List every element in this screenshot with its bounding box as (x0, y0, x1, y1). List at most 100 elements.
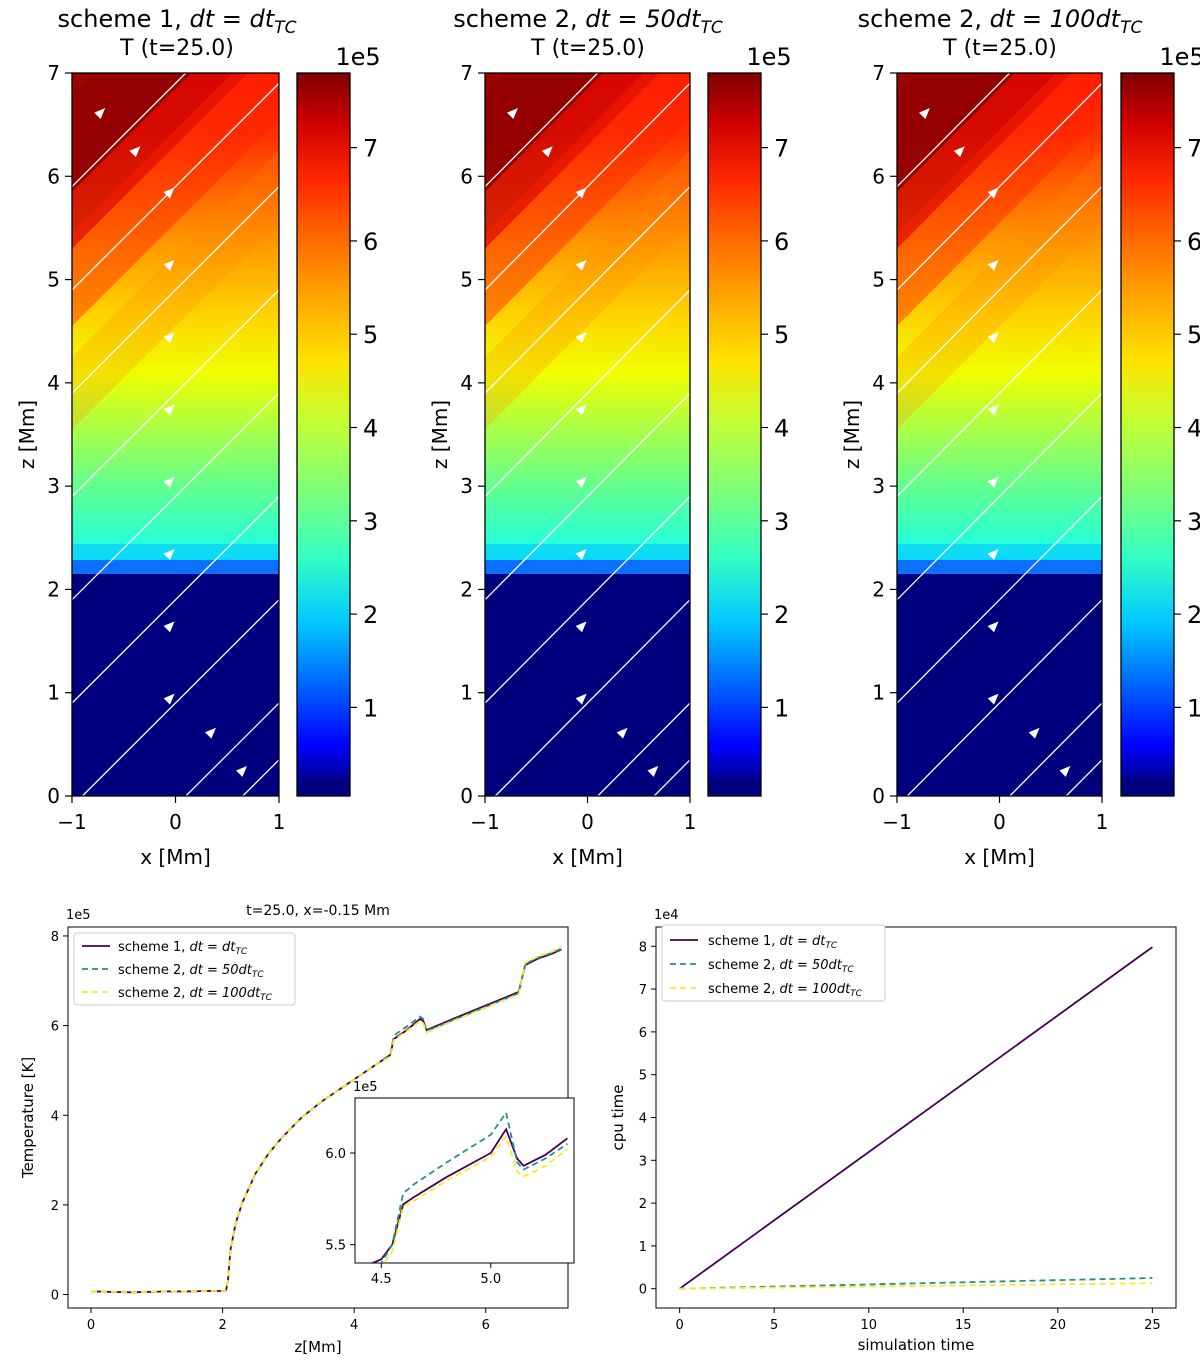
y-tick-label: 3 (872, 474, 885, 498)
field-line (494, 598, 690, 796)
legend-label: scheme 1, dt = dtTC (118, 940, 248, 957)
field-line (72, 392, 279, 601)
hot-band (485, 73, 690, 327)
field-arrow (163, 332, 175, 344)
y-tick-label: 2 (460, 577, 473, 601)
colorbar (707, 72, 762, 797)
colorbar-offset: 1e5 (746, 43, 791, 71)
colorbar-tick-label: 7 (1187, 135, 1200, 163)
temperature-field (72, 73, 279, 796)
y-tick-label: 0 (47, 784, 60, 808)
colorbar-tick-label: 6 (774, 228, 789, 256)
y-tick-label: 0 (51, 1289, 59, 1304)
inset-x-tick-label: 5.0 (480, 1272, 501, 1287)
colorbar-tick-label: 5 (1187, 321, 1200, 349)
y-tick-label: 2 (639, 1197, 647, 1212)
x-tick-label: 25 (1144, 1318, 1161, 1333)
inset-y-tick-label: 6.0 (325, 1147, 346, 1162)
field-arrow (575, 332, 587, 344)
x-axis-label: x [Mm] (964, 845, 1035, 869)
temperature-field (897, 73, 1102, 796)
legend-box (73, 932, 296, 1006)
field-line (485, 495, 690, 704)
x-tick-label: 20 (1050, 1318, 1067, 1333)
field-line (897, 185, 1102, 395)
field-line (897, 82, 1102, 291)
field-arrow (575, 549, 587, 560)
field-line (485, 82, 690, 291)
colorbar-tick-label: 4 (363, 415, 378, 443)
y-tick-label: 7 (639, 983, 647, 998)
field-line (485, 73, 599, 188)
legend-label: scheme 2, dt = 100dtTC (708, 982, 863, 999)
x-tick-label: 0 (581, 810, 594, 834)
x-tick-label: 10 (860, 1318, 877, 1333)
y-tick-label: 2 (51, 1199, 59, 1214)
field-arrow (94, 108, 106, 119)
y-tick-label: 4 (872, 371, 885, 395)
field-arrow (987, 332, 999, 344)
colorbar-tick-label: 7 (363, 135, 378, 163)
field-line (72, 495, 279, 704)
y-tick-label: 8 (639, 940, 647, 955)
colorbar-tick-label: 1 (774, 694, 789, 722)
series-line-3 (679, 1282, 1153, 1290)
field-arrow (987, 476, 999, 488)
y-tick-label: 1 (47, 681, 60, 705)
x-tick-label: 2 (218, 1318, 226, 1333)
y-axis-label: z [Mm] (15, 400, 39, 469)
y-tick-label: 0 (872, 784, 885, 808)
legend: scheme 1, dt = dtTC scheme 2, dt = 50dtTC… (661, 924, 886, 1002)
field-arrow (541, 146, 553, 158)
field-arrow (987, 549, 999, 560)
y-tick-label: 4 (639, 1112, 647, 1127)
y-tick-label: 3 (47, 474, 60, 498)
field-arrow (918, 107, 930, 119)
y-tick-label: 4 (47, 371, 60, 395)
y-tick-label: 4 (460, 371, 473, 395)
y-tick-label: 6 (460, 164, 473, 188)
x-tick-label: 15 (955, 1318, 972, 1333)
field-line (485, 185, 690, 395)
inset-series-line-3 (382, 1134, 568, 1263)
y-tick-label: 6 (639, 1026, 647, 1041)
temperature-profile-chart: t=25.0, x=-0.15 Mm 1e5 0 2 4 6 8 0 2 4 6 z[Mm] Tempe… (19, 903, 575, 1356)
field-arrow (163, 187, 175, 199)
hot-band (72, 73, 279, 327)
y-tick-label: 5 (872, 268, 885, 292)
y-axis-label: cpu time (609, 1085, 627, 1151)
inset-y-tick-label: 5.5 (325, 1239, 346, 1254)
legend: scheme 1, dt = dtTC scheme 2, dt = 50dtTC… (73, 932, 296, 1006)
x-tick-label: 0 (675, 1318, 683, 1333)
y-tick-label: 1 (639, 1240, 647, 1255)
cpu-time-chart: 1e4 0 1 2 3 4 5 6 7 8 0 5 10 15 20 25 simulation time cpu… (609, 908, 1177, 1354)
colorbar-offset: 1e5 (1159, 43, 1200, 71)
field-line (1008, 702, 1102, 796)
x-tick-label: 5 (770, 1318, 778, 1333)
x-tick-label: −1 (470, 810, 499, 834)
cold-region (897, 572, 1102, 796)
colorbar-tick-label: 2 (774, 601, 789, 629)
colorbar-tick-label: 3 (1187, 508, 1200, 536)
transition-layer-core (72, 559, 279, 574)
x-axis-label: simulation time (858, 1336, 975, 1354)
field-arrow (163, 259, 175, 271)
panel-subtitle: T (t=25.0) (942, 36, 1057, 61)
field-arrow (987, 621, 999, 633)
y-tick-label: 7 (47, 61, 60, 85)
panel-title: scheme 2, dt = 100dtTC (858, 5, 1143, 38)
field-arrow (987, 259, 999, 271)
x-tick-label: 1 (684, 810, 697, 834)
colorbar-tick-label: 2 (363, 601, 378, 629)
colorbar-tick-label: 3 (774, 508, 789, 536)
transition-layer-core (485, 559, 690, 574)
y-tick-label: 3 (639, 1154, 647, 1169)
hot-band (72, 73, 192, 192)
inset-y-offset-label: 1e5 (353, 1080, 378, 1095)
colorbar-tick-label: 2 (1187, 601, 1200, 629)
field-line (1065, 758, 1102, 796)
colorbar (1120, 72, 1175, 797)
field-line (485, 392, 690, 601)
